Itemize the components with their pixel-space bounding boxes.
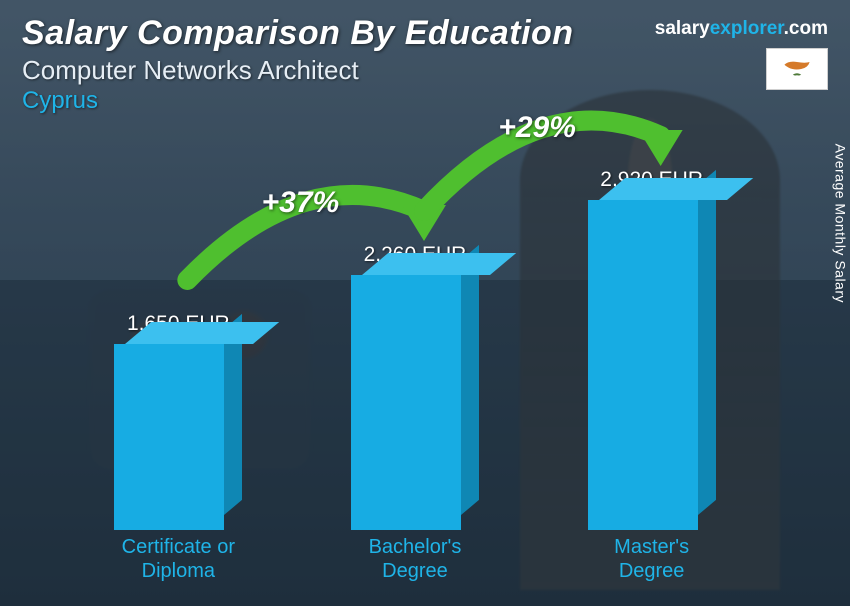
bar	[114, 344, 242, 530]
chart-country: Cyprus	[22, 87, 828, 115]
brand-part1: salary	[655, 18, 710, 39]
chart-subtitle: Computer Networks Architect	[22, 55, 828, 86]
bar	[351, 275, 479, 530]
y-axis-label: Average Monthly Salary	[832, 144, 848, 303]
country-flag-icon	[766, 48, 828, 90]
bar	[588, 200, 716, 530]
category-label: Certificate orDiploma	[93, 536, 263, 588]
bar-chart: 1,650 EUR 2,260 EUR 2,920 EUR Certificate …	[60, 130, 770, 588]
category-label: Master'sDegree	[567, 536, 737, 588]
bar-group: 2,920 EUR	[567, 168, 737, 530]
bar-group: 2,260 EUR	[330, 243, 500, 530]
brand-part3: .com	[784, 18, 828, 39]
brand-part2: explorer	[710, 18, 784, 39]
bar-group: 1,650 EUR	[93, 312, 263, 530]
category-label: Bachelor'sDegree	[330, 536, 500, 588]
brand-logo: salaryexplorer.com	[655, 18, 828, 40]
